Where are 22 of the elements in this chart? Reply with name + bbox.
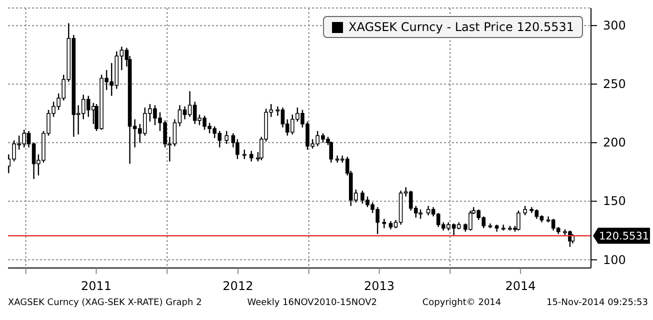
y-tick-label: 300 — [603, 18, 626, 33]
candlestick — [242, 149, 246, 160]
candlestick — [516, 210, 520, 232]
candlestick — [249, 150, 254, 162]
y-tick-label: 100 — [603, 252, 626, 267]
x-tick-label: 2011 — [80, 279, 112, 293]
candlestick — [329, 140, 334, 164]
x-tick-label: 2012 — [222, 279, 254, 293]
x-tick-label: 2013 — [364, 279, 395, 293]
legend-label: XAGSEK Curncy - Last Price 120.5531 — [348, 20, 574, 34]
y-tick-label: 200 — [603, 136, 626, 150]
ref-line-label: 120.5531 — [599, 230, 650, 243]
text: 15-Nov-2014 09:25:53 — [546, 298, 648, 308]
candlestick — [382, 218, 386, 229]
text: Copyright© 2014 — [422, 298, 502, 308]
candlestick — [523, 205, 527, 216]
text: Weekly 16NOV2010-15NOV2 — [247, 298, 377, 308]
text: XAGSEK Curncy (XAG-SEK X-RATE) Graph 2 — [8, 298, 202, 308]
x-tick-label: 2014 — [505, 279, 536, 293]
y-tick-label: 150 — [603, 194, 626, 208]
candlestick — [224, 130, 228, 144]
y-tick-label: 250 — [603, 77, 626, 92]
